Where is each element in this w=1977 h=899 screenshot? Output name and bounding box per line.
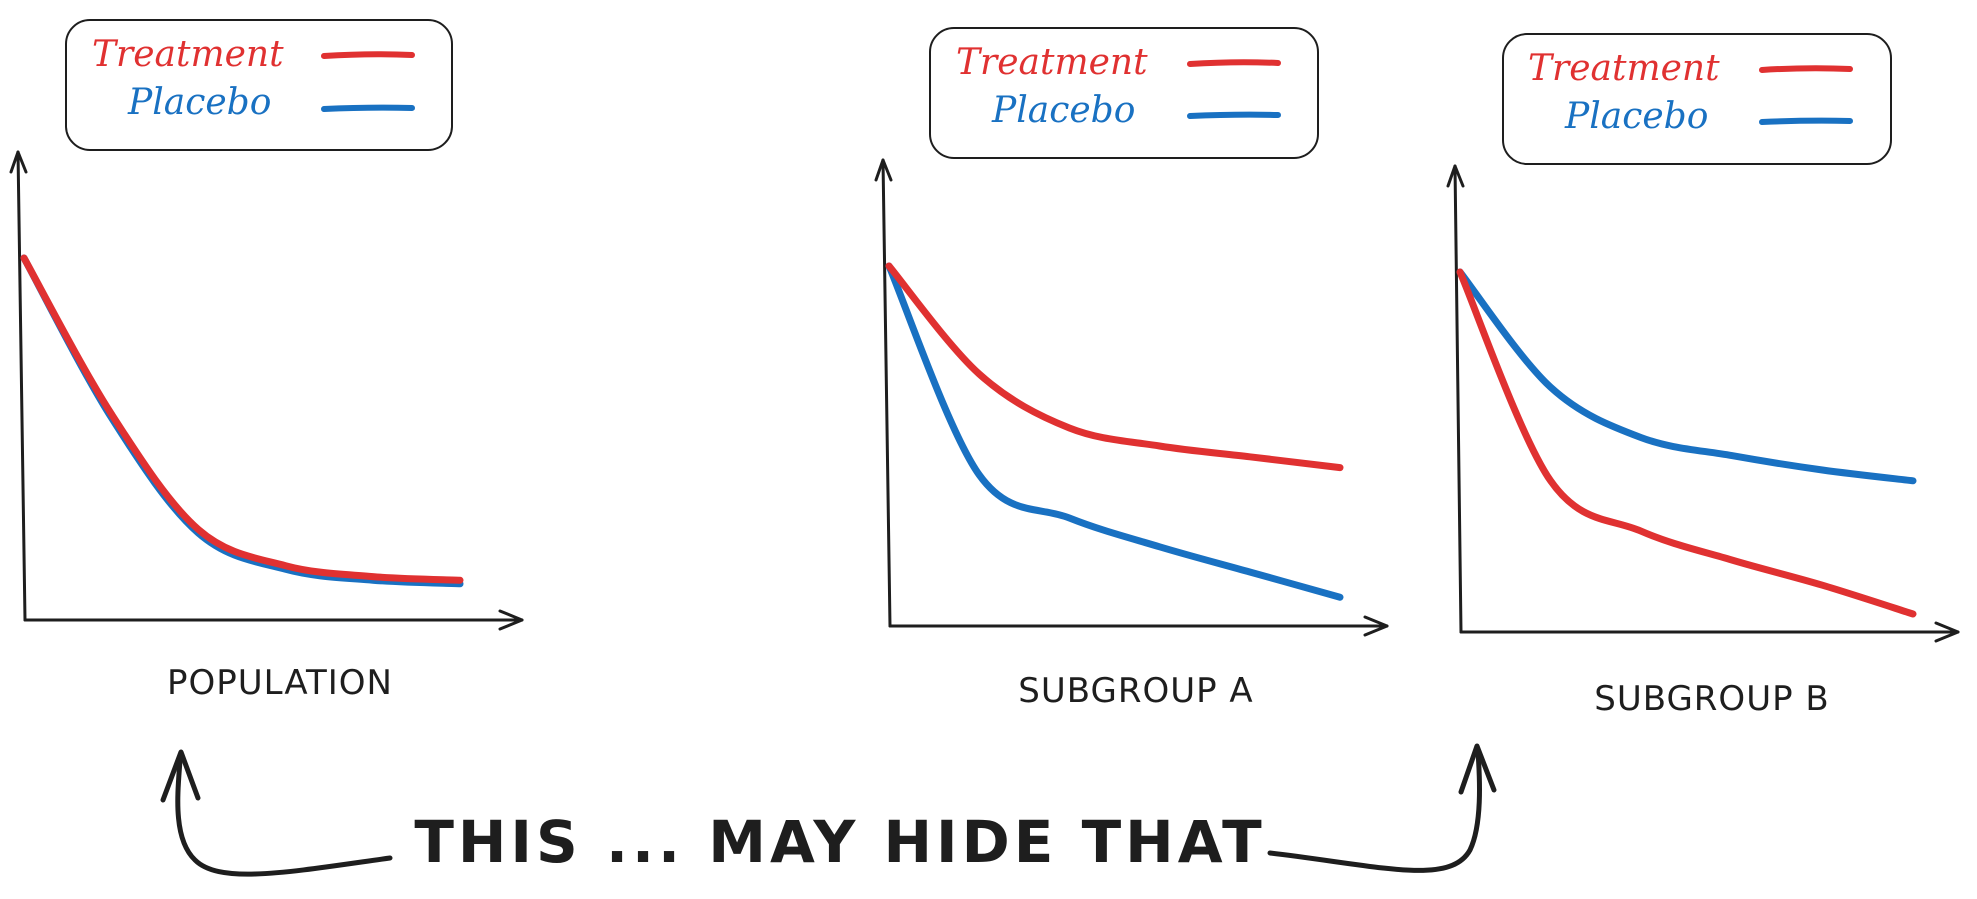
legend-box: Treatment Placebo	[65, 19, 453, 151]
subgroup-b-panel: Treatment Placebo SUBGROUP B	[1446, 33, 1960, 719]
legend-treatment-swatch	[321, 51, 415, 59]
x-axis-arrowhead	[498, 609, 524, 631]
left-arrowhead	[160, 749, 201, 803]
subgroup-a-panel: Treatment Placebo SUBGROUP A	[874, 27, 1389, 711]
legend-treatment-label: Treatment	[1528, 48, 1720, 89]
y-axis	[1453, 164, 1463, 634]
population-panel: Treatment Placebo POPULATION	[9, 19, 524, 703]
plot-lines	[1456, 268, 1917, 618]
right-curved-arrow	[1267, 749, 1483, 873]
legend-placebo-swatch	[1187, 111, 1281, 119]
placebo-series-line	[1456, 268, 1917, 485]
treatment-series-line	[20, 254, 464, 584]
y-axis	[881, 158, 892, 628]
legend-placebo-swatch	[1759, 117, 1853, 125]
headline: THIS ... MAY HIDE THAT	[414, 808, 1265, 876]
legend-placebo-swatch	[321, 104, 415, 112]
treatment-series-line	[1456, 268, 1917, 618]
placebo-series-line	[20, 254, 464, 588]
panel-caption: SUBGROUP A	[1018, 671, 1253, 711]
left-curved-arrow	[175, 757, 393, 877]
legend-treatment-label: Treatment	[956, 42, 1148, 83]
axes	[874, 158, 1389, 637]
legend-treatment-swatch	[1759, 65, 1853, 73]
legend-box: Treatment Placebo	[929, 27, 1319, 159]
legend-box: Treatment Placebo	[1502, 33, 1892, 165]
y-axis	[16, 150, 27, 622]
legend-placebo-label: Placebo	[127, 82, 271, 123]
right-arrowhead	[1458, 743, 1497, 795]
y-axis-arrowhead	[874, 158, 893, 182]
placebo-series-line	[885, 262, 1344, 601]
y-axis-arrowhead	[9, 150, 28, 174]
bottom-annotation: THIS ... MAY HIDE THAT	[160, 743, 1497, 877]
x-axis-arrowhead	[1934, 621, 1960, 643]
x-axis-arrowhead	[1363, 615, 1389, 637]
legend-placebo-label: Placebo	[1564, 96, 1708, 137]
panel-caption: SUBGROUP B	[1594, 679, 1829, 719]
axes	[1446, 164, 1960, 643]
legend-treatment-label: Treatment	[92, 34, 284, 75]
plot-lines	[20, 254, 464, 588]
panel-caption: POPULATION	[167, 663, 393, 703]
axes	[9, 150, 524, 631]
treatment-series-line	[885, 262, 1344, 472]
y-axis-arrowhead	[1446, 164, 1465, 188]
legend-placebo-label: Placebo	[991, 90, 1135, 131]
plot-lines	[885, 262, 1344, 601]
legend-treatment-swatch	[1187, 59, 1281, 67]
